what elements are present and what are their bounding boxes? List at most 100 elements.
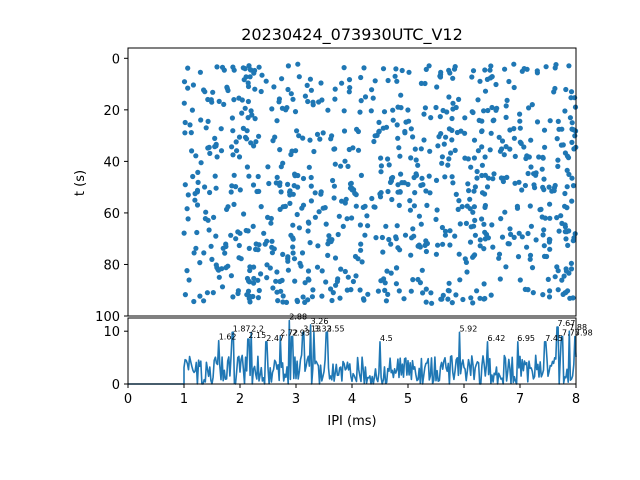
histogram-x-tick-label: 7 [516, 392, 524, 407]
peak-label: 5.92 [460, 324, 478, 333]
scatter-point [182, 182, 188, 188]
scatter-point [412, 190, 418, 196]
peak-label: 2.72 [280, 329, 298, 338]
scatter-point [234, 148, 240, 154]
scatter-point [346, 146, 352, 153]
scatter-point [245, 80, 251, 86]
scatter-y-tick-label: 60 [103, 207, 120, 222]
scatter-point [434, 84, 440, 90]
scatter-point [398, 105, 404, 111]
scatter-point [536, 154, 542, 160]
scatter-point [447, 228, 453, 234]
scatter-point [214, 64, 220, 70]
scatter-point [209, 99, 215, 105]
scatter-point [266, 180, 272, 187]
scatter-point [406, 69, 412, 75]
scatter-point [468, 295, 474, 301]
scatter-point [418, 146, 424, 152]
scatter-point [566, 63, 572, 69]
scatter-point [511, 135, 517, 141]
scatter-point [421, 137, 427, 143]
scatter-point [517, 125, 523, 131]
scatter-point [184, 206, 190, 212]
scatter-point [530, 290, 536, 296]
scatter-point [390, 117, 396, 123]
scatter-point [452, 233, 458, 239]
scatter-point [247, 267, 253, 274]
scatter-point [560, 142, 566, 148]
scatter-point [242, 66, 248, 72]
scatter-point [203, 209, 209, 215]
scatter-point [547, 288, 553, 294]
scatter-point [433, 177, 440, 183]
scatter-point [225, 263, 231, 269]
scatter-point [290, 191, 296, 197]
scatter-point [314, 264, 321, 270]
scatter-point [338, 266, 344, 272]
scatter-point [202, 216, 208, 222]
scatter-point [256, 133, 262, 139]
scatter-point [485, 235, 491, 241]
scatter-point [415, 276, 421, 283]
scatter-point [527, 252, 534, 258]
scatter-point [341, 65, 347, 71]
scatter-point [229, 183, 235, 189]
scatter-point [269, 244, 275, 250]
scatter-point [336, 213, 342, 219]
scatter-point [279, 105, 285, 111]
scatter-point [443, 134, 449, 140]
scatter-point [521, 66, 527, 72]
scatter-point [317, 136, 323, 142]
scatter-point [569, 175, 575, 181]
scatter-point [352, 190, 358, 196]
scatter-point [185, 85, 191, 91]
scatter-point [569, 120, 575, 126]
histogram-x-tick-label: 0 [124, 392, 132, 407]
scatter-point [207, 150, 213, 156]
scatter-point [382, 287, 388, 293]
peak-label: 2.93 [292, 329, 310, 338]
scatter-point [534, 119, 541, 125]
scatter-point [319, 268, 325, 274]
scatter-point [415, 162, 421, 168]
scatter-point [282, 203, 288, 209]
scatter-point [471, 155, 477, 161]
scatter-point [546, 239, 553, 245]
scatter-point [499, 138, 506, 144]
scatter-point [562, 203, 568, 209]
scatter-point [288, 232, 294, 238]
scatter-point [376, 119, 382, 125]
scatter-point [396, 145, 402, 151]
scatter-point [410, 277, 416, 283]
scatter-y-tick-label: 40 [103, 155, 120, 170]
scatter-point [528, 137, 534, 143]
scatter-point [544, 253, 550, 260]
scatter-point [540, 155, 546, 161]
scatter-point [253, 246, 259, 252]
scatter-point [340, 223, 346, 229]
scatter-point [302, 280, 308, 286]
scatter-point [235, 229, 241, 235]
scatter-point [464, 269, 470, 275]
scatter-point [339, 80, 345, 86]
scatter-point [445, 162, 451, 168]
scatter-point [449, 115, 455, 122]
scatter-point [541, 243, 547, 249]
scatter-point [562, 229, 568, 235]
scatter-point [302, 299, 308, 305]
scatter-point [274, 269, 280, 275]
scatter-point [408, 155, 414, 161]
scatter-point [423, 248, 429, 255]
scatter-point [453, 292, 459, 298]
scatter-point [362, 94, 369, 100]
scatter-point [239, 97, 245, 103]
scatter-point [287, 200, 293, 206]
scatter-point [192, 197, 198, 203]
scatter-point [197, 293, 203, 299]
scatter-point [476, 117, 482, 123]
scatter-point [233, 139, 239, 145]
scatter-point [542, 215, 548, 221]
scatter-point [332, 96, 338, 102]
scatter-point [236, 154, 243, 160]
scatter-point [280, 251, 286, 257]
